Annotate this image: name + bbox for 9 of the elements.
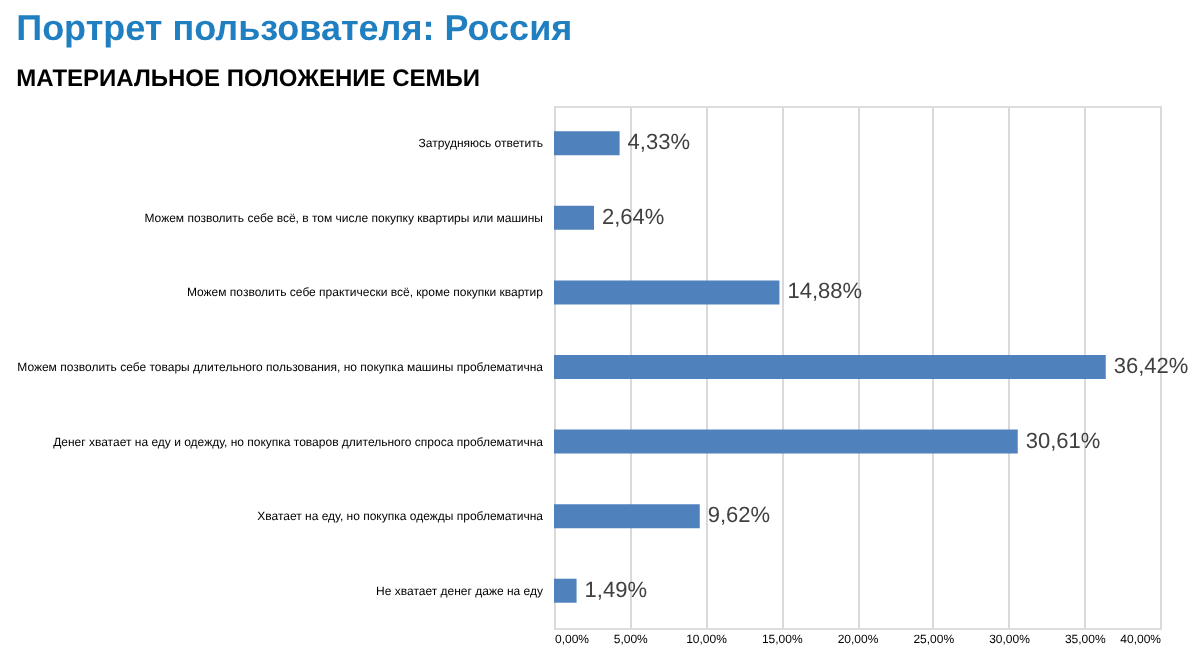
data-label: 36,42%: [1113, 355, 1189, 379]
data-label: 9,62%: [707, 504, 771, 529]
data-label: 2,64%: [602, 205, 665, 230]
data-label: 30,61%: [1025, 429, 1101, 454]
data-label: 4,33%: [627, 131, 691, 156]
text: МАТЕРИАЛЬНОЕ ПОЛОЖЕНИЕ СЕМЬИ: [16, 64, 480, 92]
data-label: 1,49%: [584, 578, 648, 603]
chart-title: Портрет пользователя: Россия: [16, 8, 573, 48]
data-label: 14,88%: [787, 280, 863, 305]
